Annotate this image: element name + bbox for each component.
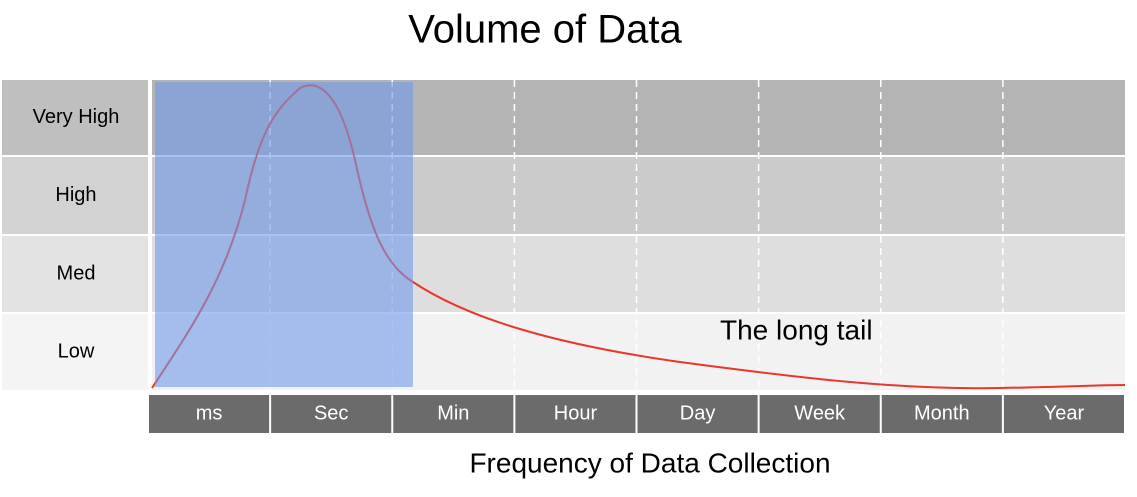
column-label: ms [196,402,223,424]
row-label: High [55,184,96,206]
row-label-cell [2,314,148,390]
highlight-region [155,82,413,387]
row-label-cell [2,80,148,155]
x-axis-title: Frequency of Data Collection [469,447,830,478]
column-cell [515,395,636,433]
column-label: Week [794,402,846,424]
column-label: Sec [314,402,348,424]
column-cell [149,395,270,433]
row-label: Very High [33,106,120,128]
row-label-cell [2,236,148,312]
column-label: Month [914,402,970,424]
row-label-cell [2,157,148,234]
column-cell [637,395,758,433]
column-cell [271,395,392,433]
column-label: Day [680,402,716,424]
title: Volume of Data [408,8,682,52]
row-label: Med [57,262,96,284]
column-cell [759,395,880,433]
column-cell [1003,395,1124,433]
column-label: Min [437,402,469,424]
annotation: The long tail [720,314,873,345]
column-cell [881,395,1002,433]
column-cell [393,395,514,433]
column-label: Year [1044,402,1085,424]
row-label: Low [58,340,95,362]
column-label: Hour [554,402,598,424]
columns: ms Sec Min Hour Day Week Month Year [149,80,1124,433]
